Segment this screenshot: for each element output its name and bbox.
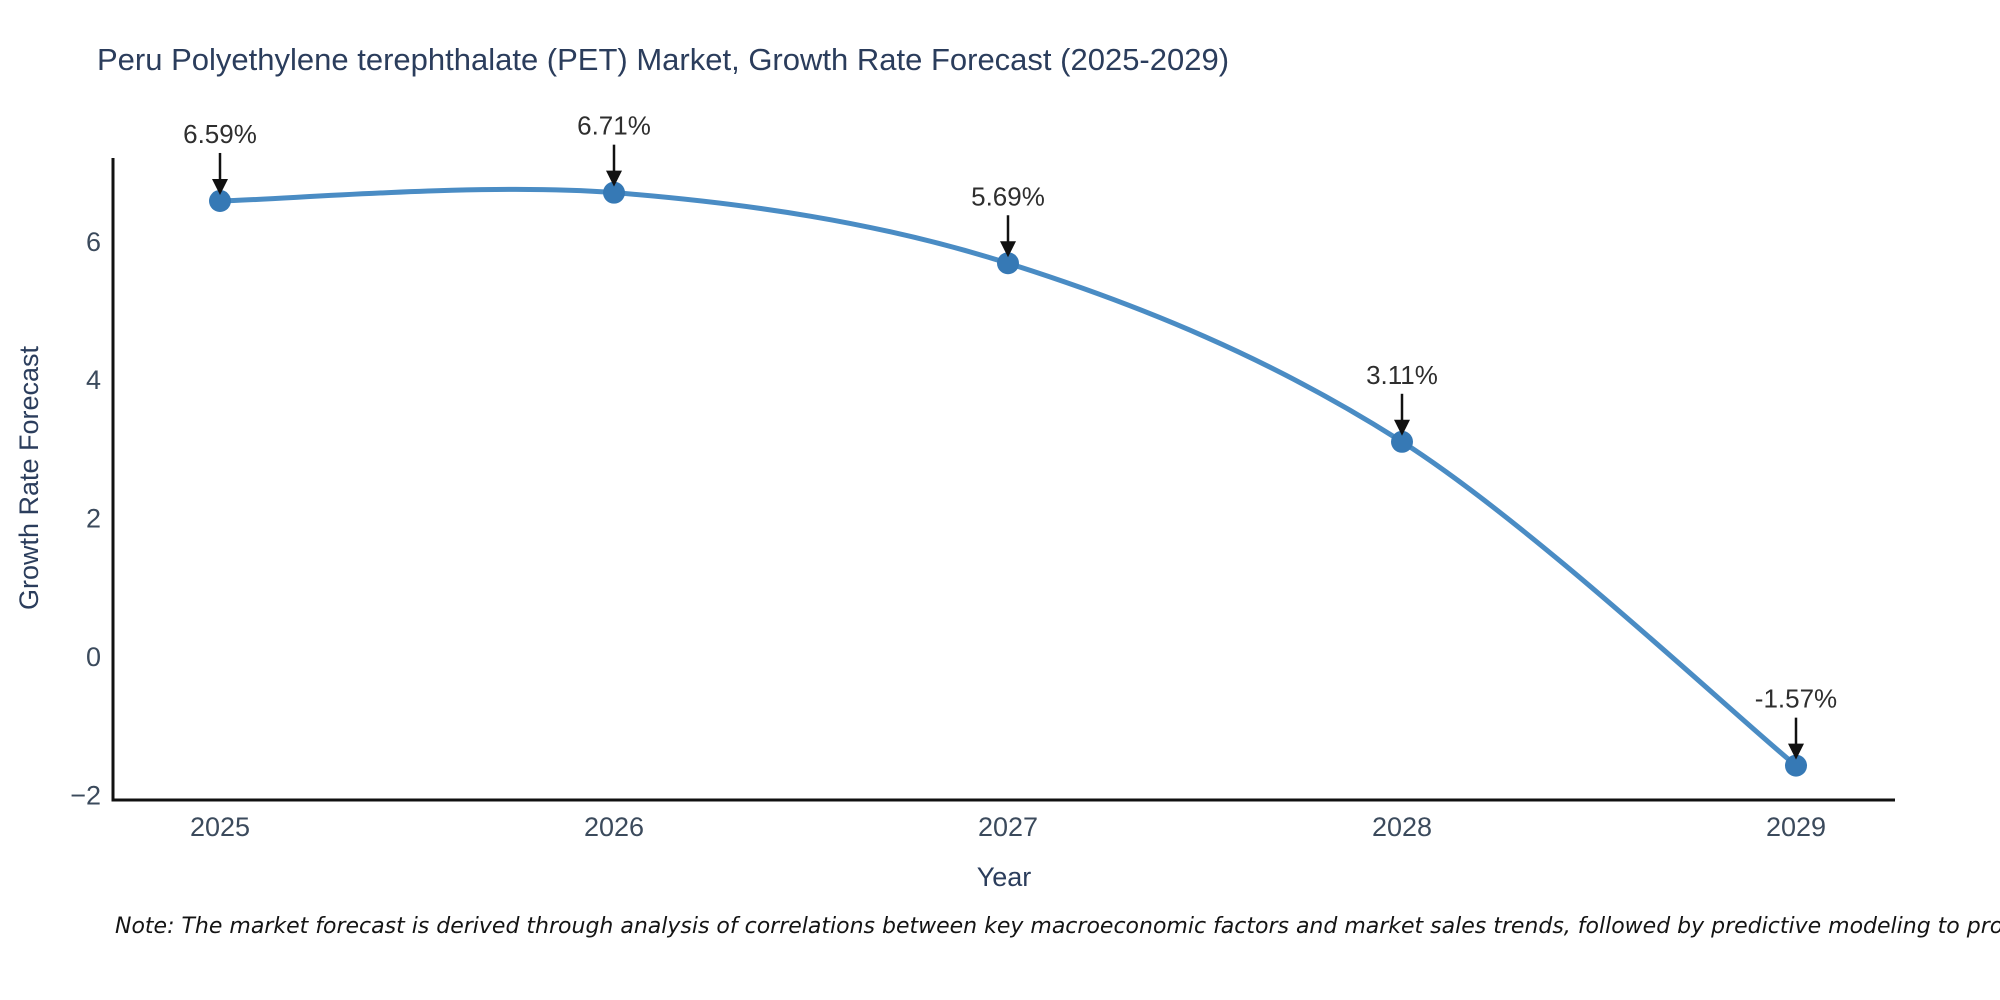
x-tick-label: 2029 — [1766, 812, 1826, 842]
annotation-arrow-head — [1000, 241, 1016, 258]
data-point-label: 5.69% — [971, 181, 1045, 211]
data-point-label: 6.59% — [183, 119, 257, 149]
data-point-marker — [603, 181, 625, 204]
x-tick-label: 2027 — [978, 812, 1038, 842]
annotation-arrow-head — [606, 170, 622, 187]
data-point-label: 3.11% — [1366, 360, 1438, 390]
annotation-arrow-head — [212, 178, 228, 195]
data-point-label: -1.57% — [1755, 684, 1837, 714]
forecast-line — [217, 186, 1799, 769]
footnote: Note: The market forecast is derived thr… — [115, 914, 2000, 939]
y-tick-label: −2 — [70, 780, 101, 810]
data-point-marker — [997, 252, 1019, 275]
data-point-marker — [1785, 754, 1807, 777]
x-tick-label: 2026 — [584, 812, 644, 842]
y-axis-title: Growth Rate Forecast — [14, 345, 44, 610]
x-tick-label: 2025 — [190, 812, 250, 842]
data-point-marker — [1391, 430, 1413, 453]
y-tick-label: 2 — [86, 504, 101, 534]
data-point-label: 6.71% — [577, 111, 651, 141]
x-tick-label: 2028 — [1372, 812, 1432, 842]
annotation-arrow-head — [1394, 419, 1410, 436]
x-axis-title: Year — [977, 862, 1032, 892]
y-tick-label: 4 — [86, 365, 101, 395]
data-point-marker — [209, 189, 231, 212]
chart-title: Peru Polyethylene terephthalate (PET) Ma… — [97, 42, 1230, 77]
y-tick-label: 6 — [86, 227, 101, 257]
annotation-arrow-head — [1788, 743, 1804, 760]
y-tick-label: 0 — [86, 642, 101, 672]
